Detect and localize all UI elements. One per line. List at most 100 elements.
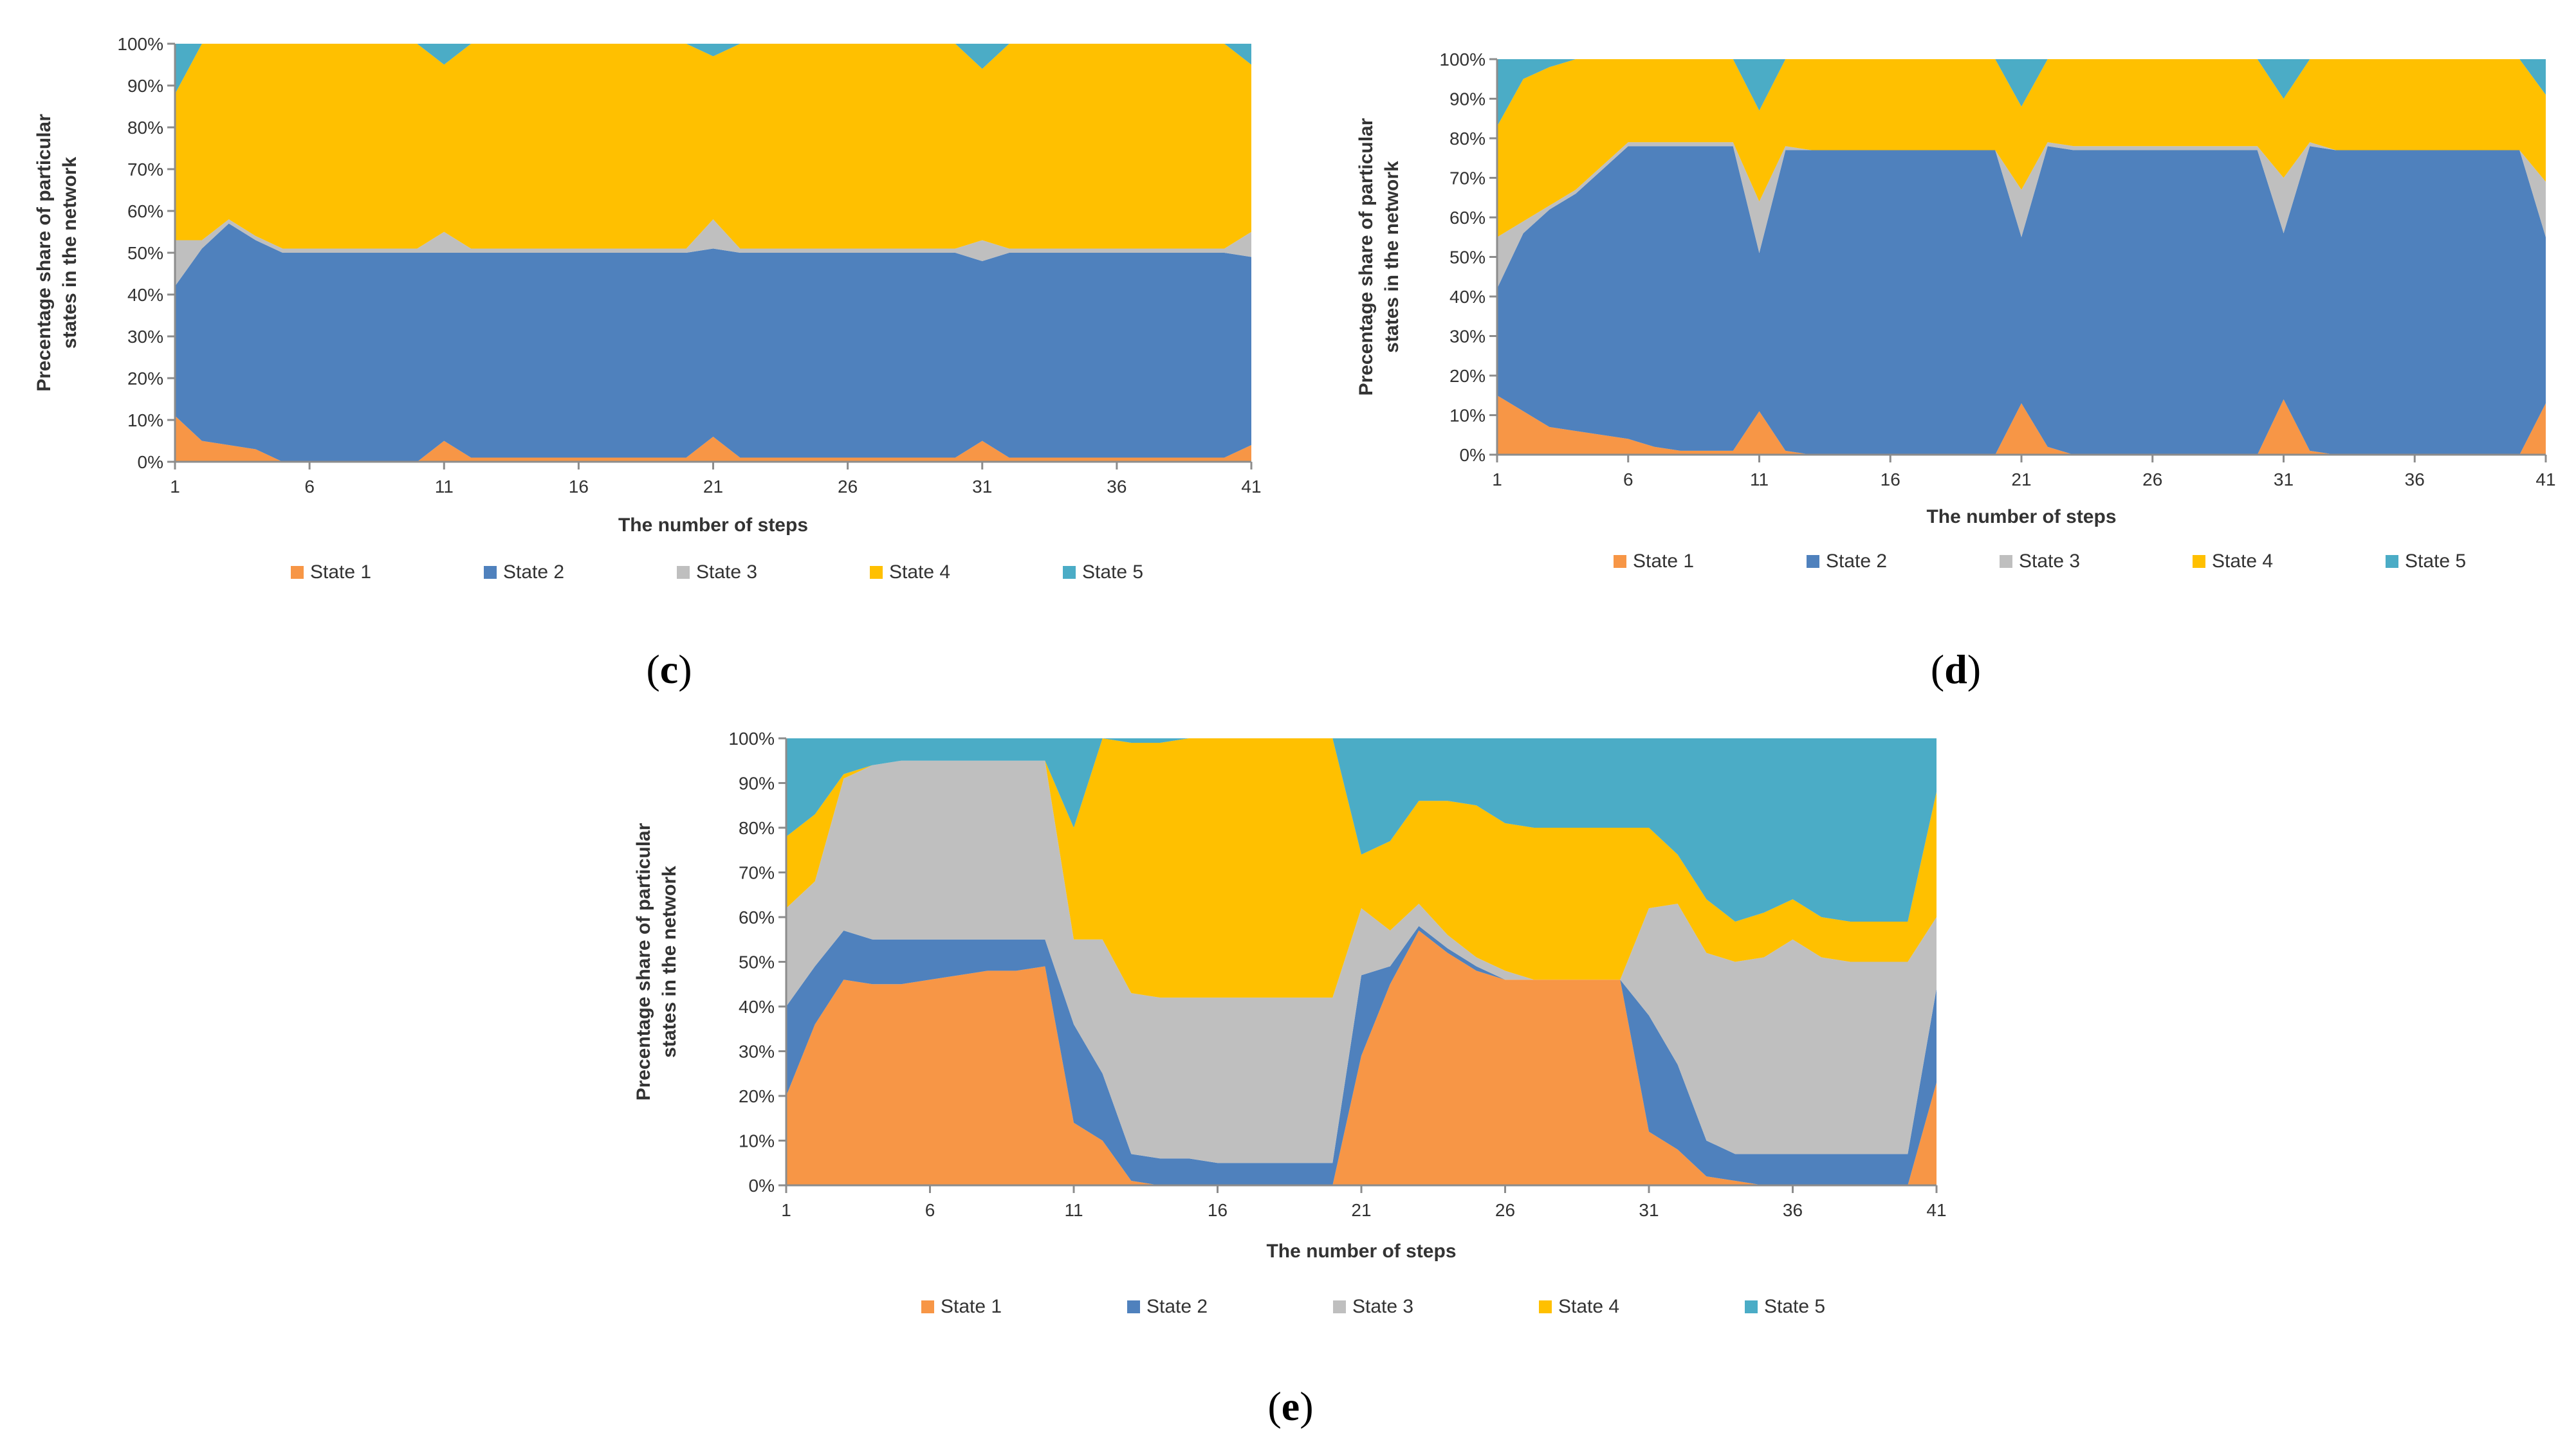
caption-close: ) — [1967, 646, 1981, 692]
legend-label: State 2 — [1146, 1296, 1208, 1317]
y-tick-label: 20% — [1449, 366, 1486, 386]
chart-panel-e: 0%10%20%30%40%50%60%70%80%90%100%1 6 11 16 2… — [633, 729, 1947, 1429]
legend-swatch — [2000, 555, 2012, 568]
x-tick-label: 16 — [1881, 469, 1900, 489]
caption-open: ( — [1931, 646, 1944, 692]
caption-letter: e — [1282, 1383, 1300, 1429]
legend-swatch — [1614, 555, 1626, 568]
y-tick-label: 80% — [1449, 129, 1486, 149]
caption-close: ) — [1300, 1383, 1313, 1429]
legend-swatch — [1807, 555, 1819, 568]
y-tick-label: 30% — [739, 1042, 775, 1062]
x-tick-label: 36 — [2405, 469, 2425, 489]
area-state-5 — [1497, 59, 2546, 127]
x-tick-label: 31 — [1639, 1200, 1659, 1220]
y-tick-label: 20% — [127, 369, 163, 388]
legend-label: State 3 — [2019, 551, 2080, 572]
y-tick-label: 10% — [127, 410, 163, 430]
x-tick-label: 6 — [304, 477, 315, 497]
legend-label: State 1 — [941, 1296, 1002, 1317]
y-axis-title-line: Precentage share of particular — [1356, 118, 1377, 396]
area-state-4 — [786, 738, 1937, 998]
legend-label: State 2 — [503, 561, 564, 583]
legend: State 1 State 2 State 3 State 4 State 5 — [291, 561, 1143, 583]
y-tick-label: 40% — [1449, 287, 1486, 307]
x-tick-label: 36 — [1107, 477, 1127, 497]
legend: State 1 State 2 State 3 State 4 State 5 — [921, 1296, 1825, 1317]
y-tick-label: 70% — [739, 863, 775, 883]
y-tick-label: 70% — [127, 159, 163, 179]
legend-label: State 4 — [1558, 1296, 1619, 1317]
y-tick-label: 10% — [739, 1131, 775, 1151]
area-state-3 — [1497, 142, 2546, 289]
y-tick-label: 80% — [739, 818, 775, 838]
x-axis-title: The number of steps — [1926, 506, 2116, 527]
caption-close: ) — [678, 646, 692, 692]
area-state-1 — [786, 930, 1937, 1185]
x-tick-label: 1 — [170, 477, 180, 497]
panel-caption: (e) — [1267, 1383, 1313, 1429]
x-tick-label: 26 — [1495, 1200, 1515, 1220]
legend-swatch — [677, 566, 690, 579]
y-tick-label: 50% — [739, 952, 775, 972]
legend-label: State 3 — [696, 561, 757, 583]
y-tick-label: 20% — [739, 1086, 775, 1106]
legend-swatch — [1063, 566, 1076, 579]
x-tick-label: 41 — [2535, 469, 2555, 489]
x-tick-label: 26 — [2142, 469, 2162, 489]
y-tick-label: 80% — [127, 118, 163, 138]
y-axis-title-line: states in the network — [1381, 161, 1403, 353]
x-tick-label: 31 — [2274, 469, 2294, 489]
y-tick-label: 90% — [1449, 89, 1486, 109]
panel-caption: (c) — [646, 646, 692, 692]
y-tick-label: 50% — [127, 243, 163, 263]
caption-open: ( — [646, 646, 659, 692]
y-tick-label: 0% — [138, 452, 163, 472]
x-tick-label: 41 — [1926, 1200, 1946, 1220]
x-tick-label: 6 — [925, 1200, 935, 1220]
y-tick-label: 100% — [728, 729, 775, 749]
y-tick-label: 50% — [1449, 248, 1486, 268]
x-tick-label: 11 — [435, 477, 454, 497]
x-tick-label: 21 — [703, 477, 723, 497]
legend-label: State 5 — [1082, 561, 1143, 583]
y-axis-title-line: Precentage share of particular — [633, 823, 654, 1100]
legend-label: State 2 — [1826, 551, 1887, 572]
x-tick-label: 41 — [1241, 477, 1261, 497]
legend-label: State 1 — [310, 561, 371, 583]
area-state-5 — [786, 738, 1937, 922]
y-tick-label: 90% — [739, 774, 775, 794]
legend-swatch — [1745, 1300, 1758, 1313]
legend-swatch — [291, 566, 304, 579]
legend-swatch — [484, 566, 497, 579]
y-tick-label: 0% — [749, 1176, 775, 1196]
y-tick-label: 0% — [1460, 445, 1486, 465]
x-tick-label: 21 — [2011, 469, 2031, 489]
y-tick-label: 60% — [739, 907, 775, 927]
caption-letter: c — [660, 646, 678, 692]
y-tick-label: 40% — [127, 285, 163, 305]
area-state-5 — [175, 44, 1251, 94]
legend-swatch — [921, 1300, 934, 1313]
legend-swatch — [1127, 1300, 1140, 1313]
y-tick-label: 100% — [1439, 50, 1486, 69]
x-tick-label: 21 — [1351, 1200, 1371, 1220]
legend-swatch — [1539, 1300, 1552, 1313]
legend-swatch — [1333, 1300, 1346, 1313]
y-axis-title-line: states in the network — [659, 866, 680, 1058]
area-state-2 — [786, 925, 1937, 1185]
area-state-1 — [1497, 395, 2546, 455]
x-tick-label: 6 — [1623, 469, 1633, 489]
area-state-2 — [1497, 146, 2546, 455]
y-tick-label: 60% — [1449, 208, 1486, 228]
area-state-2 — [175, 223, 1251, 462]
legend-swatch — [2386, 555, 2398, 568]
panel-caption: (d) — [1931, 646, 1981, 692]
x-axis-title: The number of steps — [1266, 1241, 1456, 1262]
y-tick-label: 30% — [127, 327, 163, 347]
x-tick-label: 31 — [972, 477, 992, 497]
x-tick-label: 11 — [1064, 1200, 1083, 1220]
y-tick-label: 70% — [1449, 169, 1486, 188]
x-tick-label: 1 — [1492, 469, 1502, 489]
chart-panel-c: 0%10%20%30%40%50%60%70%80%90%100%1 6 11 16 2… — [33, 34, 1262, 692]
